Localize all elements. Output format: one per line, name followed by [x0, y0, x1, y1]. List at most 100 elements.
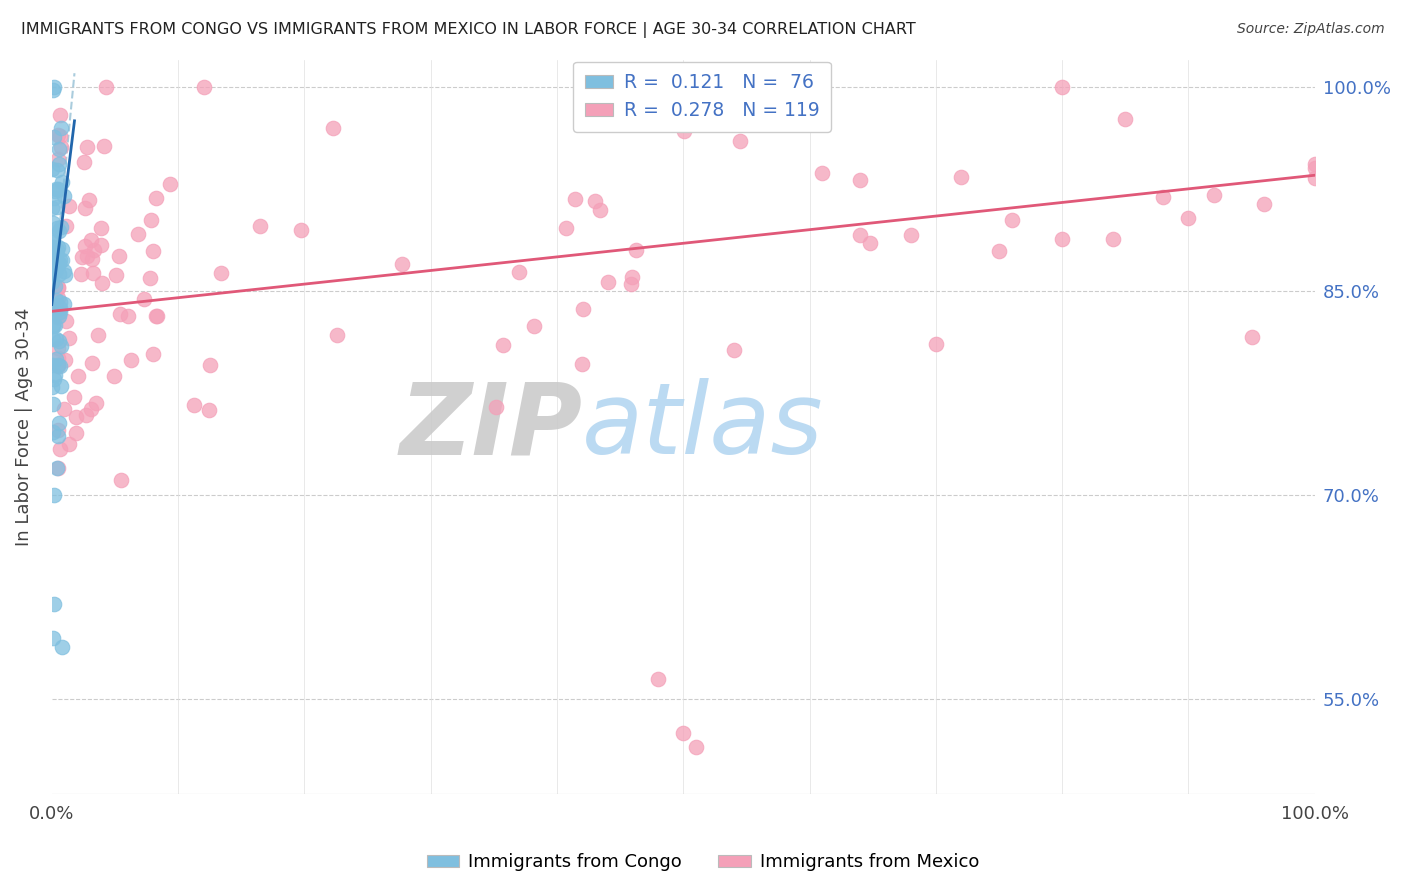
Point — [209, 266, 232, 280]
Point — [41, 161, 63, 176]
Point — [52, 189, 75, 203]
Point — [41, 202, 63, 216]
Point — [44, 301, 66, 316]
Point — [48, 157, 70, 171]
Point — [44, 184, 66, 198]
Text: ZIP: ZIP — [399, 378, 582, 475]
Point — [46, 281, 69, 295]
Point — [290, 223, 312, 237]
Point — [46, 280, 69, 294]
Point — [523, 319, 546, 334]
Point — [1050, 232, 1073, 246]
Point — [45, 182, 67, 196]
Text: IMMIGRANTS FROM CONGO VS IMMIGRANTS FROM MEXICO IN LABOR FORCE | AGE 30-34 CORRE: IMMIGRANTS FROM CONGO VS IMMIGRANTS FROM… — [21, 22, 915, 38]
Point — [48, 224, 70, 238]
Point — [799, 113, 821, 128]
Point — [65, 409, 87, 424]
Point — [63, 390, 86, 404]
Point — [44, 79, 66, 94]
Point — [44, 368, 66, 382]
Point — [198, 358, 221, 372]
Point — [49, 339, 72, 353]
Point — [1303, 161, 1326, 175]
Point — [46, 200, 69, 214]
Point — [42, 265, 65, 279]
Point — [127, 227, 149, 241]
Point — [1303, 156, 1326, 170]
Point — [108, 307, 131, 321]
Point — [564, 192, 586, 206]
Point — [900, 227, 922, 242]
Point — [620, 277, 643, 291]
Point — [44, 318, 66, 333]
Point — [146, 309, 169, 323]
Point — [45, 256, 67, 270]
Point — [42, 332, 65, 346]
Point — [49, 140, 72, 154]
Point — [55, 219, 77, 233]
Point — [46, 460, 69, 475]
Point — [1303, 171, 1326, 186]
Text: Source: ZipAtlas.com: Source: ZipAtlas.com — [1237, 22, 1385, 37]
Point — [849, 227, 872, 242]
Point — [46, 460, 69, 475]
Point — [41, 249, 63, 263]
Point — [51, 253, 73, 268]
Point — [42, 83, 65, 97]
Point — [42, 631, 65, 645]
Point — [49, 128, 72, 143]
Point — [82, 356, 104, 370]
Point — [1202, 187, 1225, 202]
Point — [49, 295, 72, 310]
Point — [41, 229, 63, 244]
Point — [48, 417, 70, 431]
Point — [42, 597, 65, 611]
Point — [391, 257, 413, 271]
Point — [51, 242, 73, 256]
Point — [44, 252, 66, 267]
Point — [42, 488, 65, 502]
Point — [134, 292, 156, 306]
Point — [508, 264, 530, 278]
Point — [52, 263, 75, 277]
Point — [94, 79, 117, 94]
Point — [1177, 211, 1199, 225]
Point — [46, 351, 69, 366]
Legend: R =  0.121   N =  76, R =  0.278   N = 119: R = 0.121 N = 76, R = 0.278 N = 119 — [574, 62, 831, 131]
Y-axis label: In Labor Force | Age 30-34: In Labor Force | Age 30-34 — [15, 308, 32, 546]
Point — [46, 291, 69, 305]
Point — [48, 309, 70, 323]
Point — [723, 343, 745, 358]
Point — [159, 177, 181, 191]
Point — [589, 202, 612, 217]
Point — [672, 124, 695, 138]
Point — [485, 400, 508, 414]
Point — [53, 352, 76, 367]
Point — [48, 302, 70, 317]
Point — [859, 236, 882, 251]
Point — [647, 672, 669, 686]
Point — [44, 279, 66, 293]
Point — [90, 238, 112, 252]
Point — [1114, 112, 1136, 127]
Point — [103, 369, 125, 384]
Point — [110, 473, 132, 487]
Point — [91, 276, 114, 290]
Point — [104, 268, 127, 282]
Point — [46, 341, 69, 355]
Point — [42, 191, 65, 205]
Point — [555, 221, 578, 235]
Point — [45, 258, 67, 272]
Point — [139, 270, 162, 285]
Point — [107, 249, 129, 263]
Point — [1253, 196, 1275, 211]
Point — [51, 379, 73, 393]
Point — [987, 244, 1010, 258]
Point — [80, 252, 103, 266]
Point — [48, 142, 70, 156]
Point — [1101, 232, 1123, 246]
Point — [197, 403, 219, 417]
Point — [84, 396, 107, 410]
Point — [46, 221, 69, 235]
Point — [142, 244, 165, 258]
